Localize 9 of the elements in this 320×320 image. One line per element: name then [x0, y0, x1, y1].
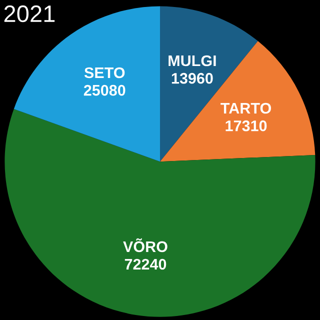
slice-label: TARTO	[220, 102, 271, 114]
slice-label: SETO	[84, 67, 125, 78]
data-label: 13960	[172, 72, 213, 84]
data-label: 72240	[124, 258, 166, 270]
data-label: 25080	[84, 84, 126, 96]
slice-label: VÕRO	[123, 238, 168, 252]
chart-title: 2021	[4, 5, 55, 22]
slice-label: MULGI	[168, 55, 216, 66]
data-label: 17310	[226, 120, 267, 132]
